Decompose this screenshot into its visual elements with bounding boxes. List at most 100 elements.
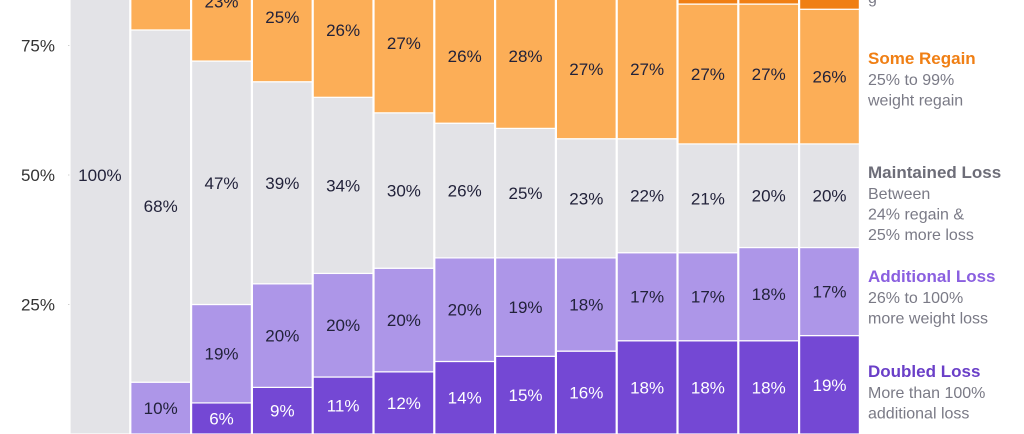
data-label-maintained: 22%	[630, 187, 664, 206]
bar-segment-doubled	[495, 355, 557, 434]
bar-segment-doubled	[191, 402, 253, 434]
bar-segments	[69, 0, 860, 434]
data-label-some_regain: 26%	[812, 68, 846, 87]
bar-segment-maintained	[373, 112, 435, 269]
data-label-some_regain: 26%	[448, 47, 482, 66]
bar-segment-top	[677, 0, 739, 5]
bar-segment-some_regain	[555, 0, 617, 140]
data-label-some_regain: 26%	[326, 21, 360, 40]
segment-labels: 100% 10% 68% 6% 19% 47% 23% 9% 20% 39% 25% 11% 20% 34…	[78, 0, 846, 428]
y-axis: 25% 50% 75%	[21, 37, 55, 315]
bar-segment-doubled	[677, 340, 739, 434]
legend-desc-maintained: 25% more loss	[868, 227, 974, 244]
legend: g Some Regain 25% to 99% weight regain Maint…	[867, 0, 1001, 423]
data-label-maintained: 25%	[508, 184, 542, 203]
data-label-maintained: 100%	[78, 166, 121, 185]
data-label-additional: 20%	[448, 301, 482, 320]
data-label-maintained: 23%	[569, 189, 603, 208]
legend-desc-maintained: 24% regain &	[868, 207, 964, 224]
bar-segment-maintained	[130, 29, 192, 383]
bar-segment-additional	[312, 272, 374, 378]
data-label-additional: 19%	[204, 345, 238, 364]
data-label-additional: 20%	[387, 311, 421, 330]
legend-title-some_regain: Some Regain	[868, 49, 976, 68]
data-label-maintained: 21%	[691, 189, 725, 208]
bar-segment-doubled	[616, 340, 678, 434]
data-label-maintained: 47%	[204, 174, 238, 193]
data-label-maintained: 26%	[448, 182, 482, 201]
data-label-maintained: 20%	[812, 187, 846, 206]
bar-segment-additional	[130, 381, 192, 434]
bar-segment-additional	[251, 283, 313, 388]
data-label-doubled: 19%	[812, 376, 846, 395]
bar-segment-doubled	[434, 360, 496, 434]
bar-segment-doubled	[312, 376, 374, 434]
data-label-some_regain: 27%	[387, 34, 421, 53]
y-tick-label: 25%	[21, 296, 55, 315]
data-label-doubled: 15%	[508, 386, 542, 405]
data-label-doubled: 12%	[387, 394, 421, 413]
data-label-maintained: 39%	[265, 174, 299, 193]
bar-segment-maintained	[434, 122, 496, 259]
data-label-some_regain: 27%	[630, 60, 664, 79]
data-label-additional: 17%	[691, 288, 725, 307]
bar-segment-maintained	[738, 143, 800, 249]
bar-segment-top	[798, 0, 860, 10]
data-label-maintained: 30%	[387, 182, 421, 201]
bar-segment-additional	[798, 246, 860, 337]
legend-title-maintained: Maintained Loss	[868, 163, 1001, 182]
y-tick-label: 75%	[21, 37, 55, 56]
bar-segment-maintained	[798, 143, 860, 249]
data-label-some_regain: 27%	[569, 60, 603, 79]
data-label-doubled: 18%	[752, 378, 786, 397]
bar-segment-some_regain	[191, 0, 253, 62]
legend-title-additional: Additional Loss	[868, 267, 996, 286]
bar-segment-maintained	[677, 143, 739, 254]
legend-desc-doubled: additional loss	[868, 406, 969, 423]
data-label-some_regain: 28%	[508, 47, 542, 66]
legend-desc-maintained: Between	[868, 186, 930, 203]
data-label-some_regain: 23%	[204, 0, 238, 11]
data-label-doubled: 18%	[691, 378, 725, 397]
bar-segment-some_regain	[373, 0, 435, 114]
legend-partial-text: g	[868, 0, 877, 7]
data-label-additional: 17%	[812, 283, 846, 302]
data-label-doubled: 6%	[209, 409, 234, 428]
bar-segment-some_regain	[677, 3, 739, 145]
bar-segment-some_regain	[434, 0, 496, 124]
bar-segment-maintained	[495, 127, 557, 259]
bar-segment-some_regain	[616, 0, 678, 140]
bar-segment-some_regain	[312, 0, 374, 98]
data-label-doubled: 9%	[270, 402, 295, 421]
y-tick-label: 50%	[21, 166, 55, 185]
bar-segment-doubled	[798, 334, 860, 434]
bar-segment-top	[738, 0, 800, 5]
data-label-some_regain: 27%	[691, 65, 725, 84]
data-label-additional: 19%	[508, 298, 542, 317]
legend-title-doubled: Doubled Loss	[868, 362, 980, 381]
legend-desc-some_regain: weight regain	[867, 93, 963, 110]
data-label-additional: 20%	[326, 316, 360, 335]
data-label-doubled: 16%	[569, 384, 603, 403]
legend-desc-doubled: More than 100%	[868, 385, 985, 402]
data-label-additional: 20%	[265, 327, 299, 346]
bar-segment-additional	[495, 257, 557, 357]
bar-segment-some_regain	[738, 3, 800, 145]
bar-segment-maintained	[251, 81, 313, 285]
bar-segment-doubled	[738, 340, 800, 434]
data-label-doubled: 18%	[630, 378, 664, 397]
bar-segment-maintained	[69, 0, 131, 434]
bar-segment-additional	[738, 246, 800, 342]
bar-segment-maintained	[555, 138, 617, 259]
bar-segment-some_regain	[130, 0, 192, 31]
data-label-additional: 18%	[752, 285, 786, 304]
bar-segment-additional	[616, 252, 678, 342]
data-label-maintained: 34%	[326, 176, 360, 195]
data-label-some_regain: 27%	[752, 65, 786, 84]
data-label-doubled: 11%	[327, 397, 360, 416]
data-label-additional: 10%	[144, 399, 178, 418]
bar-segment-some_regain	[495, 0, 557, 129]
data-label-some_regain: 25%	[265, 8, 299, 27]
bar-segment-additional	[555, 257, 617, 352]
